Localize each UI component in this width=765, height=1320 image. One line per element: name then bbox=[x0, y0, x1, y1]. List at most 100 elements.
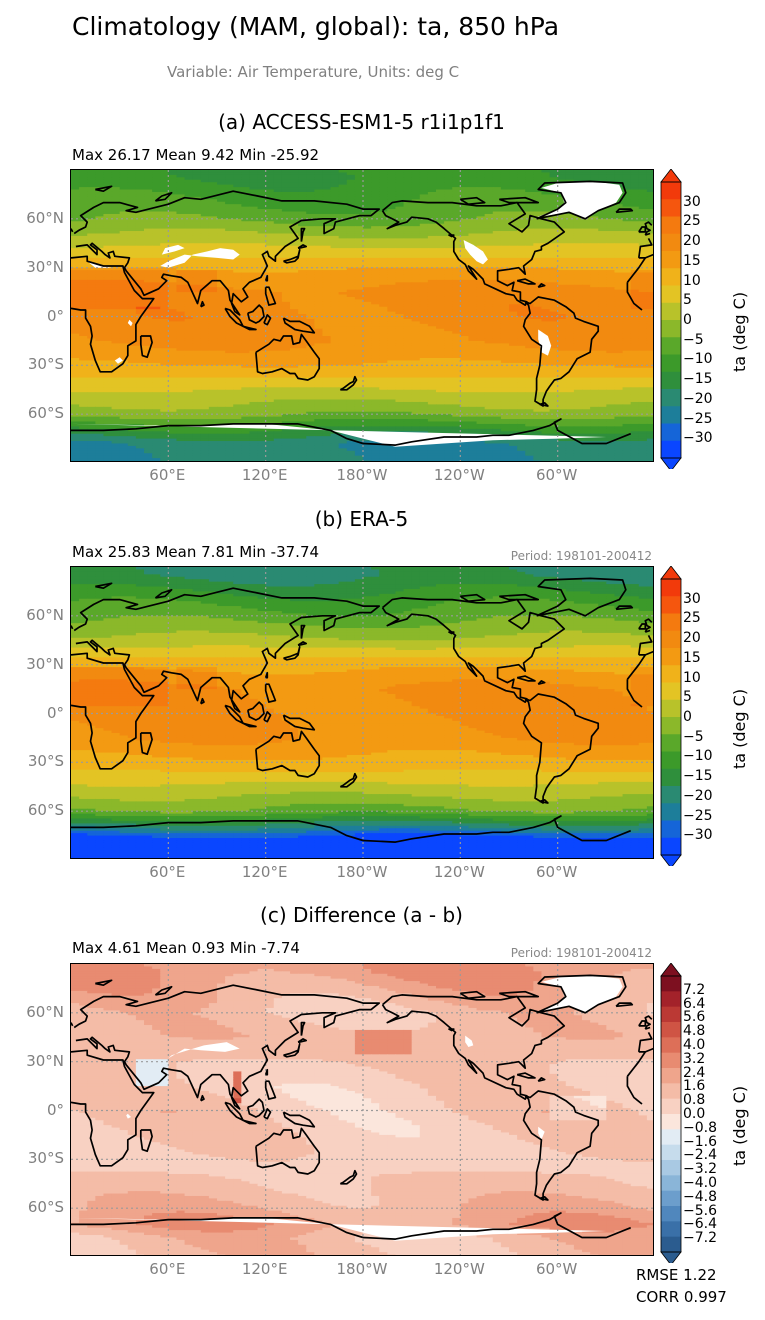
heatmap-cell bbox=[444, 294, 453, 298]
heatmap-cell bbox=[217, 218, 226, 222]
heatmap-cell bbox=[557, 304, 567, 308]
heatmap-cell bbox=[338, 253, 348, 257]
heatmap-cell bbox=[217, 174, 226, 178]
heatmap-cell bbox=[379, 318, 388, 322]
heatmap-cell bbox=[217, 240, 226, 244]
heatmap-cell bbox=[460, 321, 470, 325]
heatmap-cell bbox=[565, 314, 575, 318]
heatmap-cell bbox=[363, 235, 372, 239]
heatmap-cell bbox=[298, 253, 307, 257]
heatmap-cell bbox=[103, 301, 113, 305]
heatmap-cell bbox=[338, 206, 348, 210]
heatmap-cell bbox=[79, 326, 88, 330]
heatmap-cell bbox=[622, 304, 632, 308]
heatmap-cell bbox=[127, 323, 137, 327]
heatmap-cell bbox=[298, 260, 307, 264]
heatmap-cell bbox=[525, 235, 534, 239]
heatmap-cell bbox=[152, 172, 161, 176]
heatmap-cell bbox=[79, 213, 88, 217]
heatmap-cell bbox=[87, 294, 96, 298]
heatmap-cell bbox=[638, 182, 648, 186]
heatmap-cell bbox=[168, 272, 178, 276]
heatmap-cell bbox=[217, 260, 226, 264]
heatmap-cell bbox=[200, 206, 210, 210]
heatmap-cell bbox=[419, 274, 429, 279]
heatmap-cell bbox=[371, 235, 380, 239]
heatmap-cell bbox=[208, 296, 218, 301]
heatmap-cell bbox=[273, 314, 283, 318]
heatmap-cell bbox=[444, 243, 453, 247]
heatmap-cell bbox=[208, 306, 218, 310]
heatmap-cell bbox=[533, 331, 543, 335]
heatmap-cell bbox=[241, 304, 251, 308]
heatmap-cell bbox=[192, 250, 202, 254]
heatmap-cell bbox=[403, 301, 413, 305]
heatmap-cell bbox=[111, 326, 121, 330]
heatmap-cell bbox=[371, 294, 380, 298]
heatmap-cell bbox=[298, 257, 307, 261]
heatmap-cell bbox=[135, 255, 145, 259]
heatmap-cell bbox=[111, 260, 121, 264]
heatmap-cell bbox=[444, 257, 453, 261]
heatmap-cell bbox=[233, 179, 242, 183]
heatmap-cell bbox=[500, 311, 510, 315]
heatmap-cell bbox=[200, 213, 210, 217]
heatmap-cell bbox=[379, 331, 388, 335]
heatmap-cell bbox=[71, 233, 80, 237]
heatmap-cell bbox=[290, 182, 299, 186]
heatmap-cell bbox=[598, 262, 607, 266]
heatmap-cell bbox=[565, 213, 575, 217]
heatmap-cell bbox=[127, 245, 137, 249]
heatmap-cell bbox=[525, 243, 534, 247]
heatmap-cell bbox=[549, 204, 559, 208]
heatmap-cell bbox=[127, 194, 137, 198]
heatmap-cell bbox=[135, 235, 145, 239]
heatmap-cell bbox=[330, 248, 340, 252]
heatmap-cell bbox=[638, 204, 648, 208]
heatmap-cell bbox=[79, 238, 88, 242]
heatmap-cell bbox=[371, 182, 380, 186]
heatmap-cell bbox=[363, 206, 372, 210]
heatmap-cell bbox=[257, 279, 267, 283]
heatmap-cell bbox=[354, 260, 364, 264]
heatmap-cell bbox=[371, 243, 380, 247]
heatmap-cell bbox=[330, 253, 340, 257]
heatmap-cell bbox=[403, 309, 413, 313]
heatmap-cell bbox=[144, 331, 153, 335]
heatmap-cell bbox=[573, 309, 583, 313]
heatmap-cell bbox=[638, 292, 648, 296]
heatmap-cell bbox=[395, 223, 405, 227]
heatmap-cell bbox=[354, 253, 364, 257]
heatmap-cell bbox=[541, 270, 551, 274]
heatmap-cell bbox=[87, 309, 96, 313]
heatmap-cell bbox=[549, 267, 559, 271]
heatmap-cell bbox=[460, 289, 470, 293]
heatmap-cell bbox=[371, 206, 380, 210]
heatmap-cell bbox=[509, 323, 518, 327]
heatmap-cell bbox=[168, 233, 178, 237]
heatmap-cell bbox=[330, 299, 340, 303]
heatmap-cell bbox=[306, 213, 315, 217]
heatmap-cell bbox=[87, 274, 96, 279]
heatmap-cell bbox=[411, 284, 421, 288]
heatmap-cell bbox=[468, 221, 478, 225]
heatmap-cell bbox=[346, 304, 356, 308]
heatmap-cell bbox=[330, 260, 340, 264]
heatmap-cell bbox=[71, 199, 80, 203]
heatmap-cell bbox=[646, 304, 653, 308]
heatmap-cell bbox=[119, 170, 129, 174]
heatmap-cell bbox=[557, 318, 567, 322]
heatmap-cell bbox=[249, 172, 259, 176]
heatmap-cell bbox=[281, 231, 291, 235]
heatmap-cell bbox=[444, 336, 453, 340]
heatmap-cell bbox=[395, 311, 405, 315]
heatmap-cell bbox=[208, 240, 218, 244]
heatmap-cell bbox=[573, 287, 583, 291]
heatmap-cell bbox=[338, 187, 348, 191]
heatmap-cell bbox=[314, 189, 324, 193]
heatmap-cell bbox=[565, 272, 575, 276]
heatmap-cell bbox=[152, 338, 161, 342]
heatmap-cell bbox=[427, 306, 437, 310]
heatmap-cell bbox=[330, 306, 340, 310]
heatmap-cell bbox=[492, 228, 502, 232]
